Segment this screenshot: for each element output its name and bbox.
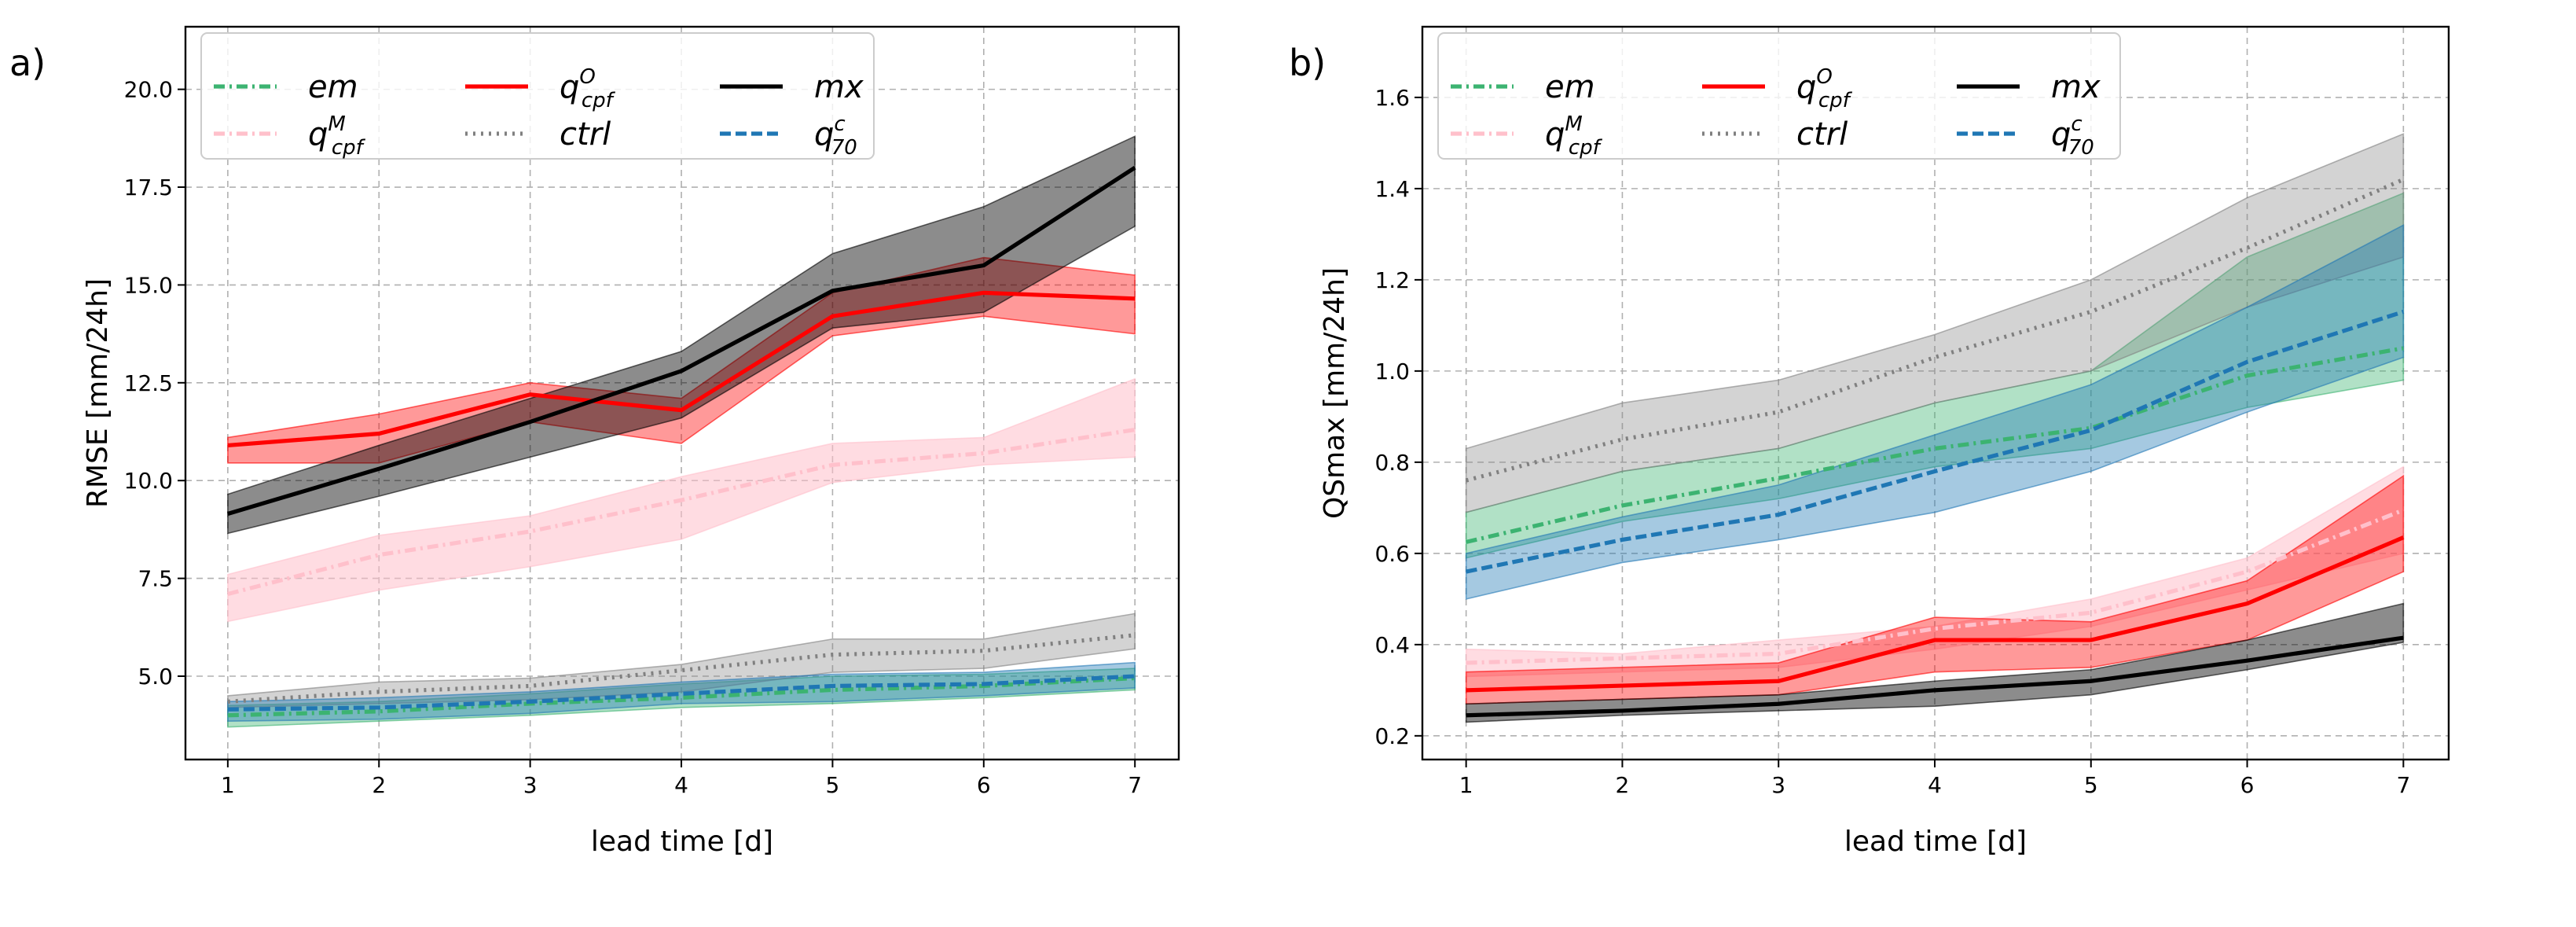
plot-area <box>1465 133 2405 723</box>
legend-label: em <box>308 69 358 105</box>
x-tick-label: 5 <box>826 772 840 798</box>
x-tick-label: 4 <box>1928 772 1942 798</box>
legend-label: mx <box>2051 69 2101 105</box>
x-tick-label: 7 <box>1128 772 1142 798</box>
legend-label: mx <box>814 69 864 105</box>
x-tick-label: 1 <box>221 772 235 798</box>
x-tick-label: 6 <box>977 772 991 798</box>
x-axis-label: lead time [d] <box>1844 826 2027 858</box>
x-tick-label: 3 <box>523 772 538 798</box>
y-tick-label: 0.4 <box>1374 632 1410 658</box>
legend-label: em <box>1545 69 1595 105</box>
legend-label-sub: cpf <box>1818 89 1853 112</box>
x-tick-label: 7 <box>2396 772 2410 798</box>
legend-label-base: q <box>1545 116 1565 153</box>
plot-area <box>227 135 1136 728</box>
legend-label-base: ctrl <box>1796 116 1848 153</box>
y-tick-label: 0.8 <box>1374 450 1410 476</box>
legend-label-sub: 70 <box>2068 136 2094 160</box>
legend-label: qM cpf <box>1545 112 1603 160</box>
legend-label-base: q <box>814 116 834 153</box>
legend-label-sup: O <box>579 65 595 89</box>
x-tick-label: 5 <box>2084 772 2098 798</box>
legend-label-base: q <box>1796 69 1816 105</box>
legend-label-sup: M <box>328 112 345 136</box>
y-tick-label: 7.5 <box>138 566 173 592</box>
y-tick-label: 20.0 <box>124 77 173 103</box>
legend-box <box>1437 32 2121 160</box>
legend-label-sub: cpf <box>582 89 616 112</box>
y-tick-label: 5.0 <box>138 664 173 690</box>
y-tick-label: 1.6 <box>1374 85 1410 111</box>
y-tick-label: 0.6 <box>1374 541 1410 567</box>
y-tick-label: 12.5 <box>124 370 173 396</box>
legend-label-base: q <box>560 69 579 105</box>
x-tick-label: 2 <box>1616 772 1630 798</box>
panel-label: a) <box>9 42 46 84</box>
legend-box <box>200 32 875 160</box>
y-axis-label: QSmax [mm/24h] <box>1319 267 1351 519</box>
legend-label: qc 70 <box>814 112 857 160</box>
legend-label-base: mx <box>2051 69 2101 105</box>
legend-label-sub: 70 <box>831 136 857 160</box>
x-tick-label: 2 <box>372 772 386 798</box>
band-qOcpf <box>227 256 1136 464</box>
legend-label-base: ctrl <box>560 116 611 153</box>
legend-label-sup: c <box>2071 112 2082 136</box>
legend-label: qc 70 <box>2051 112 2094 160</box>
legend-label-sup: O <box>1816 65 1832 89</box>
legend-label-base: mx <box>814 69 864 105</box>
y-tick-label: 1.2 <box>1374 267 1410 293</box>
y-tick-label: 17.5 <box>124 175 173 200</box>
y-tick-label: 0.2 <box>1374 723 1410 749</box>
legend-label-base: q <box>308 116 328 153</box>
legend-label-base: q <box>2051 116 2071 153</box>
x-tick-label: 4 <box>674 772 688 798</box>
legend-label: qO cpf <box>1796 65 1853 112</box>
panel-b: 1 2 3 4 5 6 7 0.2 0.4 0.6 0.8 1.0 1.2 1.4 1.6 lead time… <box>1289 25 2450 858</box>
band-ctrl <box>227 612 1136 708</box>
panel-label: b) <box>1289 42 1326 84</box>
x-tick-label: 1 <box>1459 772 1473 798</box>
y-axis-label: RMSE [mm/24h] <box>82 278 114 508</box>
legend-label-base: em <box>308 69 358 105</box>
x-tick-label: 6 <box>2240 772 2255 798</box>
legend-label: ctrl <box>1796 116 1848 153</box>
legend-label-base: em <box>1545 69 1595 105</box>
axes-frame <box>184 25 1180 761</box>
x-tick-label: 3 <box>1771 772 1785 798</box>
axes-frame <box>1421 25 2450 761</box>
x-axis-label: lead time [d] <box>591 826 773 858</box>
legend-label-sub: cpf <box>1569 136 1603 160</box>
legend-label-sup: M <box>1565 112 1582 136</box>
legend-label: qM cpf <box>308 112 366 160</box>
y-tick-label: 10.0 <box>124 468 173 494</box>
legend-label: ctrl <box>560 116 611 153</box>
y-tick-label: 15.0 <box>124 272 173 298</box>
y-tick-label: 1.4 <box>1374 176 1410 202</box>
legend-label-sub: cpf <box>332 136 366 160</box>
y-tick-label: 1.0 <box>1374 359 1410 384</box>
legend-label: qO cpf <box>560 65 616 112</box>
panel-a: 1 2 3 4 5 6 7 5.0 7.5 10.0 12.5 15.0 17.5 20.0 lead ti… <box>9 25 1180 858</box>
band-mx <box>227 135 1136 535</box>
legend-label-sup: c <box>834 112 845 136</box>
